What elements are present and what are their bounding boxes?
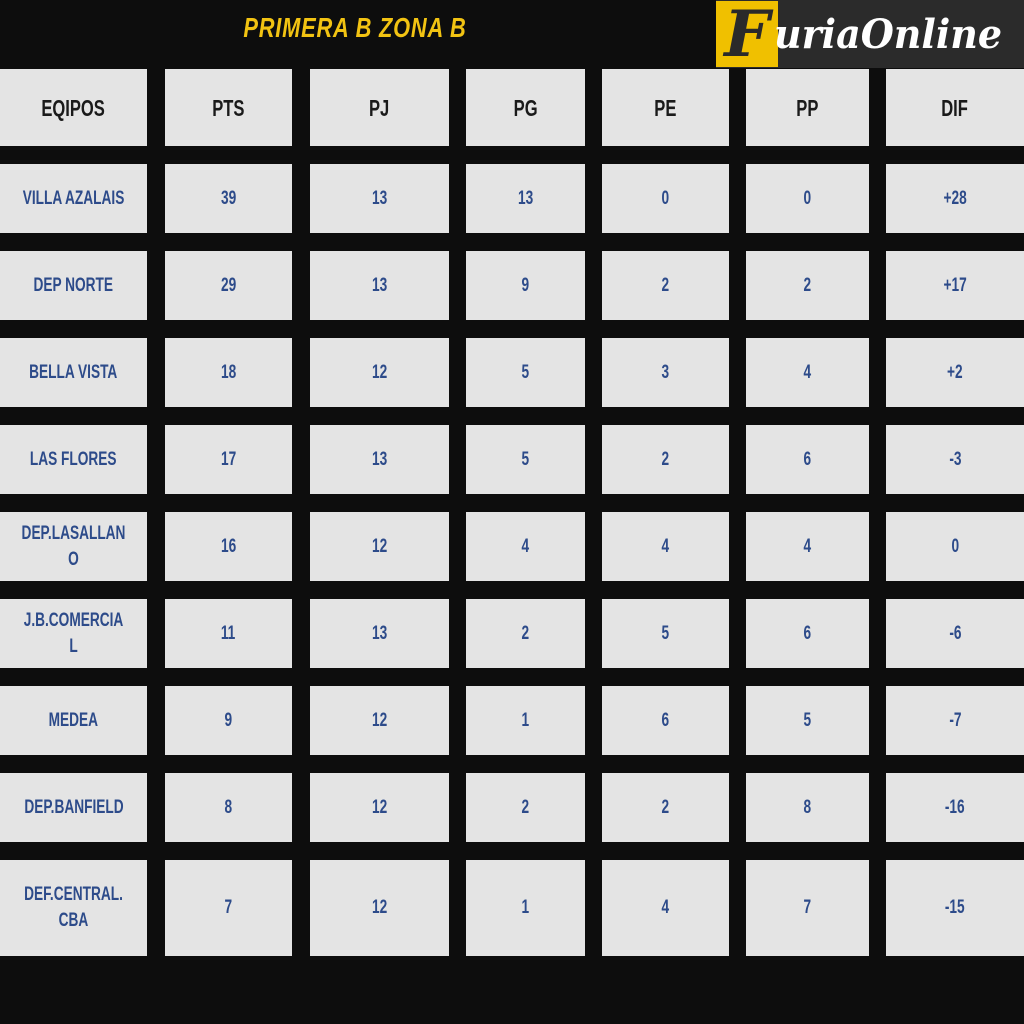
stat-cell: 13 <box>310 164 449 233</box>
header-cell-pj: PJ <box>310 69 449 146</box>
stat-cell: 12 <box>310 773 449 842</box>
stat-cell: 2 <box>746 251 869 320</box>
header-cell-pe: PE <box>602 69 729 146</box>
team-name-cell: DEP.LASALLANO <box>0 512 147 581</box>
stat-cell: 0 <box>602 164 729 233</box>
stat-cell: -7 <box>886 686 1024 755</box>
team-name-cell: BELLA VISTA <box>0 338 147 407</box>
stat-cell: 2 <box>602 251 729 320</box>
stat-cell: 9 <box>165 686 292 755</box>
stat-cell: -15 <box>886 860 1024 956</box>
team-name-cell: J.B.COMERCIAL <box>0 599 147 668</box>
team-name-cell: DEP NORTE <box>0 251 147 320</box>
header-cell-dif: DIF <box>886 69 1024 146</box>
stat-cell: 29 <box>165 251 292 320</box>
team-name-cell: DEF.CENTRAL.CBA <box>0 860 147 956</box>
stat-cell: 5 <box>466 425 585 494</box>
stat-cell: 6 <box>746 425 869 494</box>
stat-cell: 1 <box>466 860 585 956</box>
stat-cell: 6 <box>746 599 869 668</box>
stat-cell: 12 <box>310 860 449 956</box>
stat-cell: 12 <box>310 686 449 755</box>
stat-cell: 13 <box>310 251 449 320</box>
stat-cell: 8 <box>165 773 292 842</box>
team-name-cell: VILLA AZALAIS <box>0 164 147 233</box>
stat-cell: +2 <box>886 338 1024 407</box>
team-name-cell: MEDEA <box>0 686 147 755</box>
stat-cell: 2 <box>602 425 729 494</box>
stat-cell: 17 <box>165 425 292 494</box>
stat-cell: -3 <box>886 425 1024 494</box>
header-cell-eqipos: EQIPOS <box>0 69 147 146</box>
stat-cell: 4 <box>466 512 585 581</box>
stat-cell: 4 <box>746 338 869 407</box>
stat-cell: 8 <box>746 773 869 842</box>
stat-cell: 5 <box>746 686 869 755</box>
stat-cell: -6 <box>886 599 1024 668</box>
table-title: PRIMERA B ZONA B <box>243 12 467 43</box>
team-name-cell: LAS FLORES <box>0 425 147 494</box>
stat-cell: 5 <box>602 599 729 668</box>
stat-cell: 39 <box>165 164 292 233</box>
stat-cell: +28 <box>886 164 1024 233</box>
stat-cell: 6 <box>602 686 729 755</box>
stat-cell: 4 <box>746 512 869 581</box>
stat-cell: 2 <box>466 599 585 668</box>
header-cell-pp: PP <box>746 69 869 146</box>
stat-cell: 1 <box>466 686 585 755</box>
stat-cell: 0 <box>886 512 1024 581</box>
stat-cell: 7 <box>746 860 869 956</box>
stat-cell: 5 <box>466 338 585 407</box>
team-name-cell: DEP.BANFIELD <box>0 773 147 842</box>
stat-cell: 13 <box>310 425 449 494</box>
stat-cell: 13 <box>466 164 585 233</box>
stat-cell: +17 <box>886 251 1024 320</box>
stat-cell: 16 <box>165 512 292 581</box>
stat-cell: 18 <box>165 338 292 407</box>
stat-cell: 13 <box>310 599 449 668</box>
stat-cell: 12 <box>310 338 449 407</box>
header-cell-pg: PG <box>466 69 585 146</box>
stat-cell: 3 <box>602 338 729 407</box>
stat-cell: 4 <box>602 860 729 956</box>
stat-cell: 0 <box>746 164 869 233</box>
stat-cell: 7 <box>165 860 292 956</box>
stat-cell: 4 <box>602 512 729 581</box>
stat-cell: 12 <box>310 512 449 581</box>
stat-cell: 9 <box>466 251 585 320</box>
stat-cell: 2 <box>466 773 585 842</box>
stat-cell: -16 <box>886 773 1024 842</box>
stat-cell: 11 <box>165 599 292 668</box>
header-cell-pts: PTS <box>165 69 292 146</box>
stat-cell: 2 <box>602 773 729 842</box>
